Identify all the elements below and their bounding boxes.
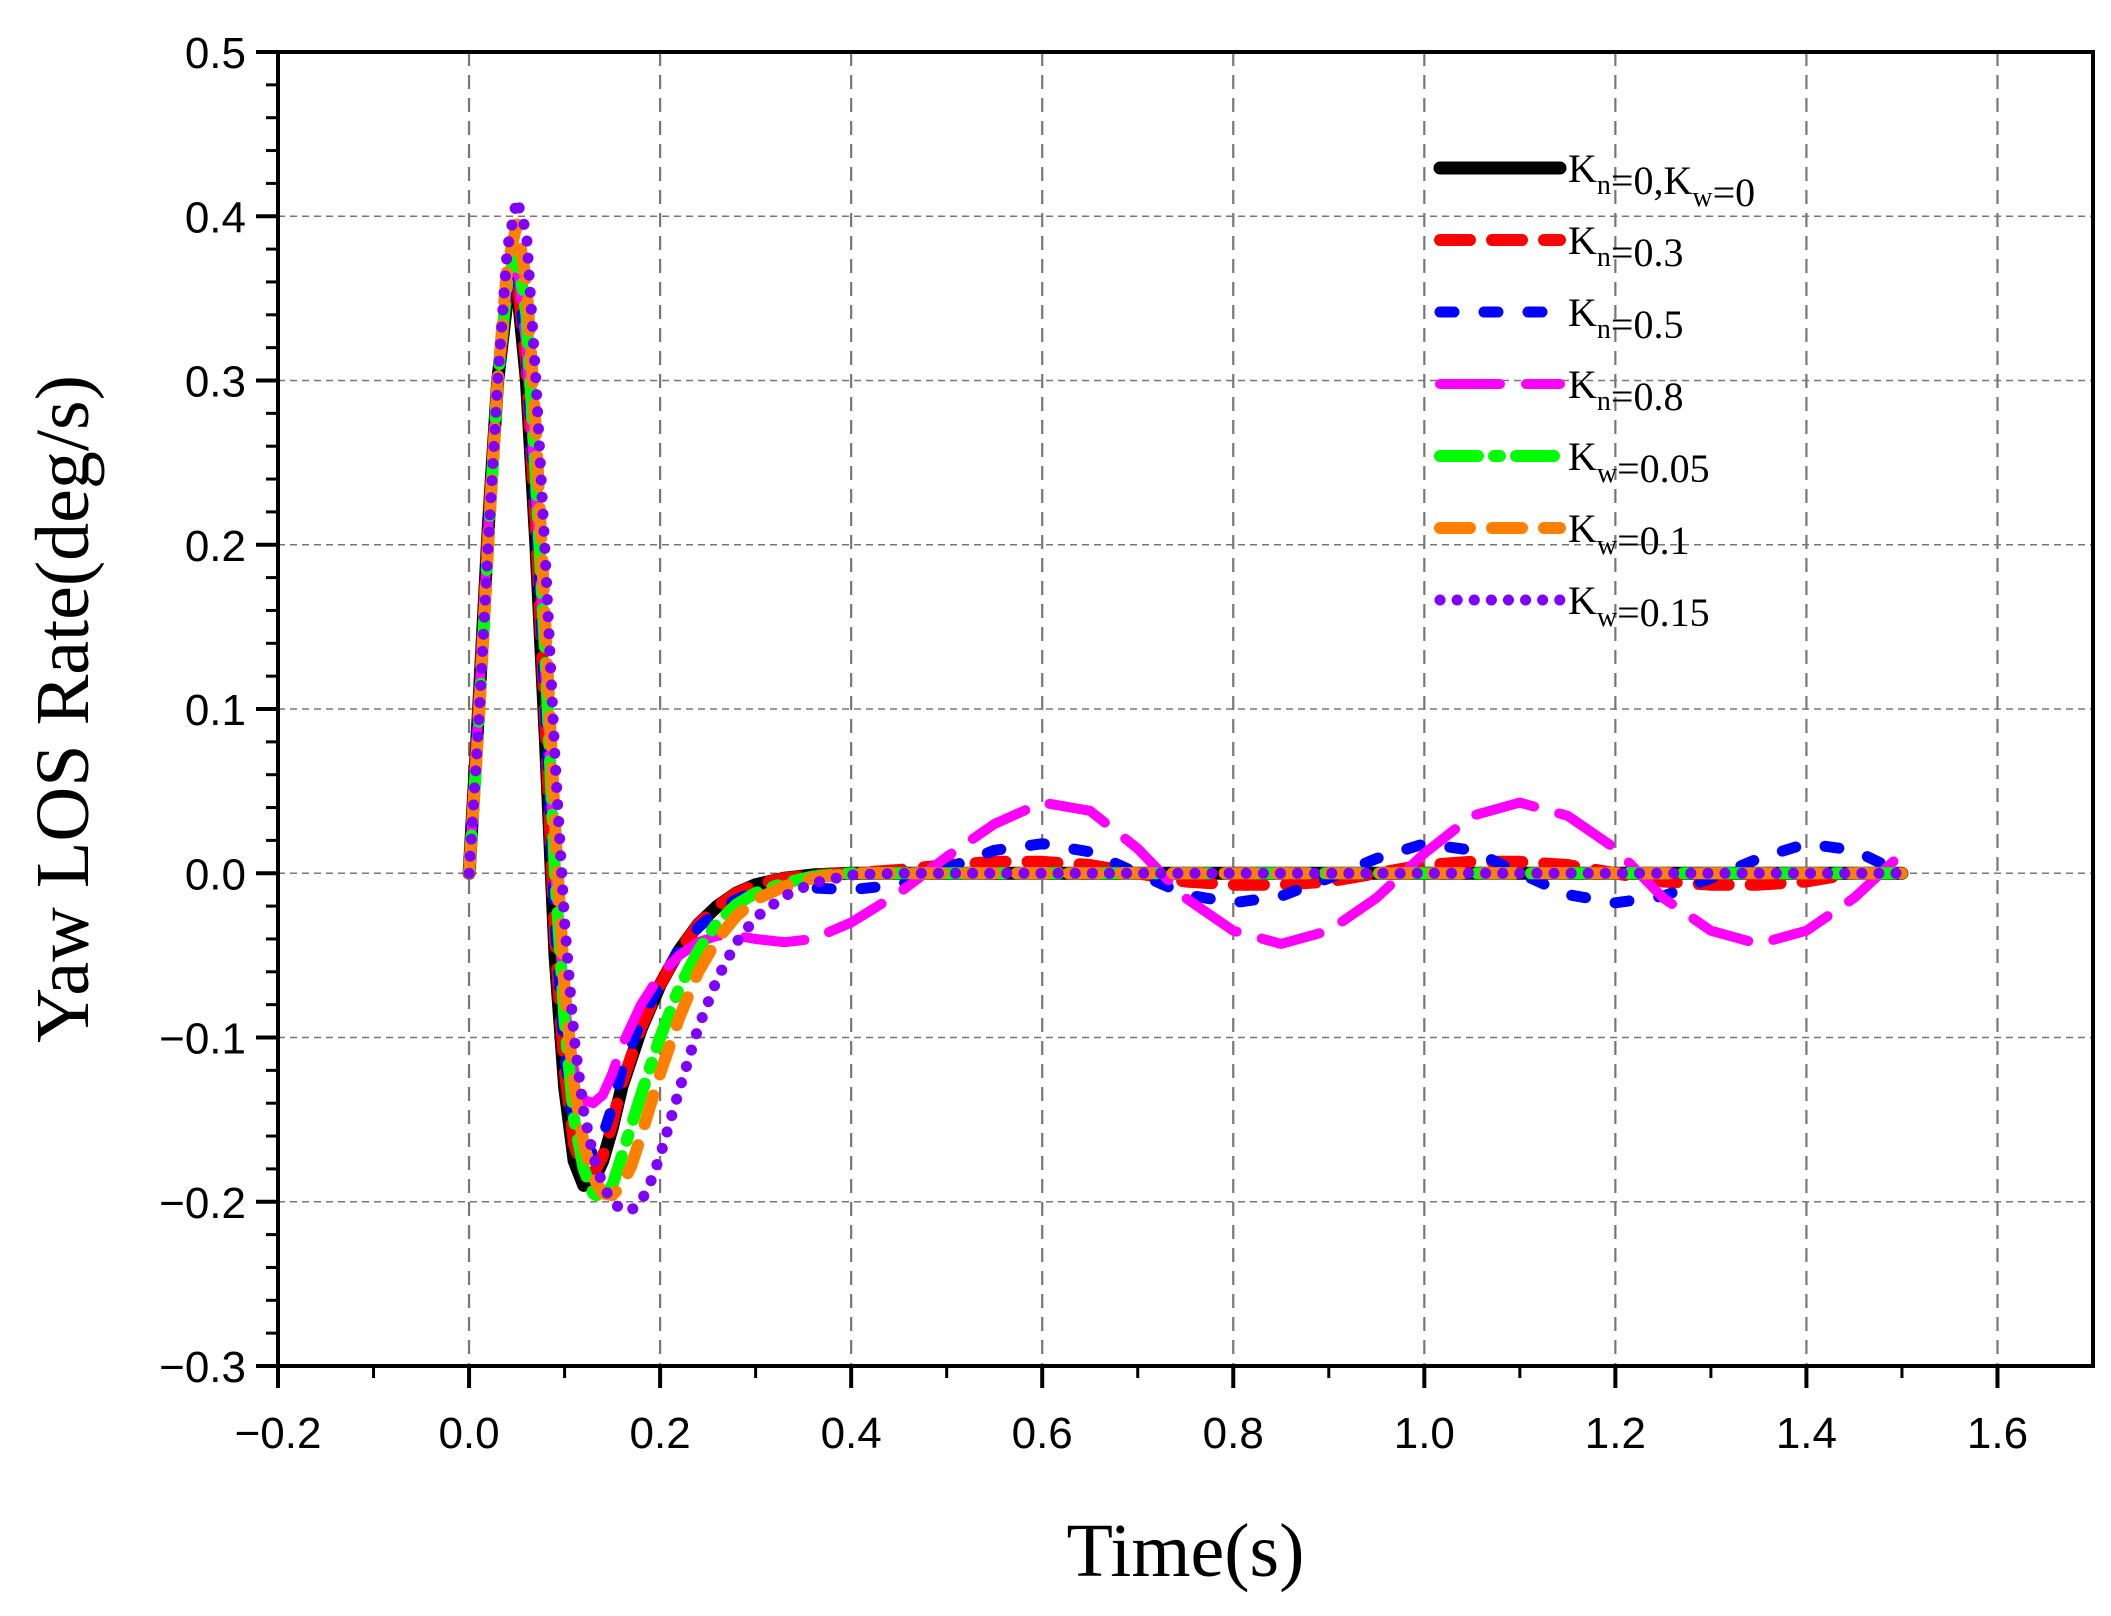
series-layer [462, 194, 1909, 1216]
legend-label-4: Kn=0.8 [1568, 362, 1683, 419]
x-tick-label: 0.0 [438, 1409, 499, 1458]
legend-label-5: Kw=0.05 [1568, 434, 1710, 491]
legend-label-7: Kw=0.15 [1568, 578, 1710, 635]
series-line-5 [463, 243, 1908, 1205]
y-axis-title: Yaw LOS Rate(deg/s) [21, 375, 105, 1043]
legend-label-1: Kn=0,Kw=0 [1568, 146, 1755, 215]
x-axis-title: Time(s) [1067, 1509, 1305, 1593]
legend-label-6: Kw=0.1 [1568, 506, 1690, 563]
series-line-2 [463, 267, 1908, 1180]
x-tick-label: 1.6 [1967, 1409, 2028, 1458]
series-line-7 [463, 194, 1908, 1216]
series-line-6 [463, 218, 1908, 1202]
y-tick-label: 0.3 [185, 358, 246, 407]
y-tick-label: 0.5 [185, 29, 246, 78]
x-tick-label: 0.4 [821, 1409, 882, 1458]
x-tick-label: −0.2 [235, 1409, 322, 1458]
x-tick-label: 0.2 [630, 1409, 691, 1458]
y-tick-label: −0.3 [159, 1343, 246, 1392]
legend-label-2: Kn=0.3 [1568, 218, 1683, 275]
y-tick-label: −0.2 [159, 1179, 246, 1228]
x-tick-label: 1.0 [1394, 1409, 1455, 1458]
x-tick-label: 0.6 [1012, 1409, 1073, 1458]
x-tick-label: 1.2 [1585, 1409, 1646, 1458]
x-tick-label: 0.8 [1203, 1409, 1264, 1458]
grid-lines [278, 52, 2093, 1366]
y-tick-label: 0.2 [185, 522, 246, 571]
series-line-1 [462, 275, 1909, 1192]
x-tick-label: 1.4 [1776, 1409, 1837, 1458]
legend: Kn=0,Kw=0Kn=0.3 Kn=0.5 Kn=0.8 Kw=0.05 Kw=0.1… [1433, 146, 1755, 635]
y-tick-label: 0.1 [185, 686, 246, 735]
axis-ticks [256, 50, 2000, 1388]
y-tick-label: 0.0 [185, 850, 246, 899]
y-tick-label: 0.4 [185, 193, 246, 242]
legend-label-3: Kn=0.5 [1568, 290, 1683, 347]
tick-labels: −0.2 0.0 0.2 0.4 0.6 0.8 1.0 1.2 1.4 1.6 −0.3 −0.2 −… [159, 29, 2028, 1458]
y-tick-label: −0.1 [159, 1015, 246, 1064]
